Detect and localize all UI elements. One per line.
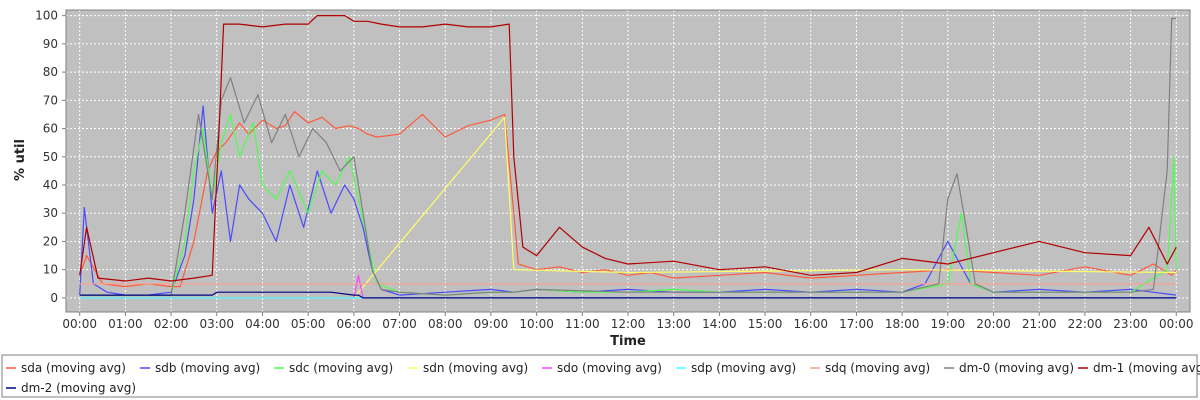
x-axis-title: Time — [610, 334, 646, 349]
x-tick-label: 10:00 — [519, 317, 554, 331]
x-tick-label: 17:00 — [839, 317, 874, 331]
series-line — [79, 15, 1177, 282]
x-tick-label: 04:00 — [245, 317, 280, 331]
x-tick-label: 00:00 — [1159, 317, 1194, 331]
y-tick-label: 10 — [43, 263, 58, 277]
plot-background — [66, 10, 1190, 312]
x-tick-label: 03:00 — [199, 317, 234, 331]
x-tick-label: 22:00 — [1068, 317, 1103, 331]
y-tick-label: 80 — [43, 65, 58, 79]
legend-label: sdc (moving avg) — [289, 361, 393, 375]
x-tick-label: 18:00 — [885, 317, 920, 331]
legend-label: dm-1 (moving avg) — [1093, 361, 1200, 375]
plot-border — [65, 9, 1191, 313]
y-tick-label: 100 — [35, 9, 58, 23]
legend-box — [1, 354, 1198, 398]
x-tick-label: 15:00 — [748, 317, 783, 331]
x-tick-label: 00:00 — [62, 317, 97, 331]
legend-label: sdn (moving avg) — [423, 361, 528, 375]
x-axis: 00:00 01:00 02:00 03:00 04:00 05:00 06:00 07:00… — [62, 312, 1194, 331]
y-tick-label: 60 — [43, 122, 58, 136]
y-tick-label: 50 — [43, 150, 58, 164]
x-tick-label: 21:00 — [1022, 317, 1057, 331]
x-tick-label: 07:00 — [382, 317, 417, 331]
y-tick-label: 0 — [50, 291, 58, 305]
x-tick-label: 12:00 — [611, 317, 646, 331]
legend-label: sdq (moving avg) — [825, 361, 930, 375]
x-tick-label: 01:00 — [108, 317, 143, 331]
legend-label: dm-2 (moving avg) — [21, 381, 136, 395]
x-tick-label: 11:00 — [565, 317, 600, 331]
y-axis: 0 10 20 30 40 50 60 70 80 90 100 — [35, 9, 66, 305]
y-tick-label: 70 — [43, 93, 58, 107]
x-tick-label: 08:00 — [428, 317, 463, 331]
series-line — [79, 291, 1177, 299]
x-tick-label: 06:00 — [337, 317, 372, 331]
legend-label: sdo (moving avg) — [557, 361, 662, 375]
x-tick-label: 19:00 — [931, 317, 966, 331]
x-tick-label: 13:00 — [656, 317, 691, 331]
legend-label: dm-0 (moving avg) — [959, 361, 1074, 375]
series-lines — [79, 15, 1177, 299]
y-axis-title: % util — [13, 139, 28, 181]
x-tick-label: 20:00 — [976, 317, 1011, 331]
x-tick-label: 14:00 — [702, 317, 737, 331]
y-tick-label: 30 — [43, 206, 58, 220]
x-tick-label: 09:00 — [474, 317, 509, 331]
legend-label: sdb (moving avg) — [155, 361, 260, 375]
legend-label: sda (moving avg) — [21, 361, 126, 375]
series-line — [79, 17, 1177, 296]
x-tick-label: 23:00 — [1113, 317, 1148, 331]
legend-label: sdp (moving avg) — [691, 361, 796, 375]
x-tick-label: 16:00 — [793, 317, 828, 331]
y-tick-label: 20 — [43, 234, 58, 248]
y-tick-label: 90 — [43, 37, 58, 51]
x-tick-label: 05:00 — [291, 317, 326, 331]
series-line — [79, 111, 1177, 288]
legend: sda (moving avg) sdb (moving avg) sdc (mov… — [6, 361, 1200, 395]
x-tick-label: 02:00 — [154, 317, 189, 331]
y-tick-label: 40 — [43, 178, 58, 192]
